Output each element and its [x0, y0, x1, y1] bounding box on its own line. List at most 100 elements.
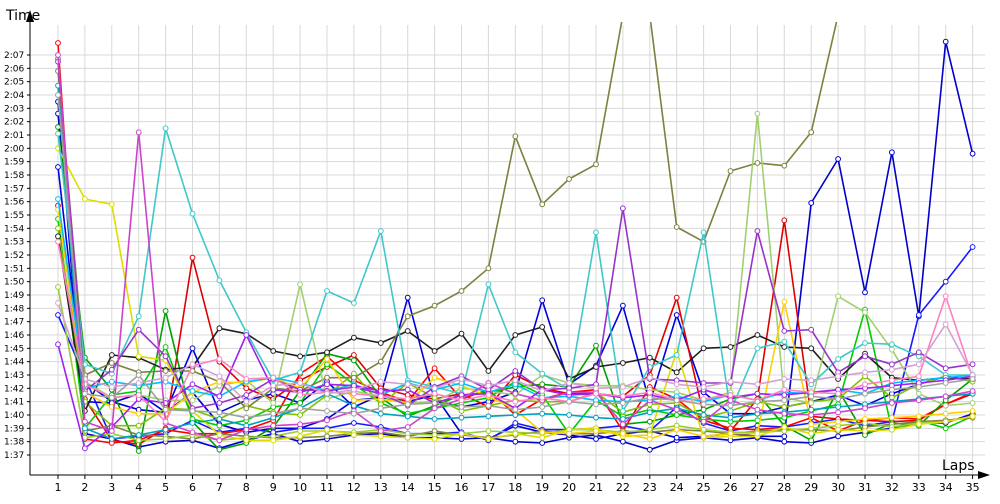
data-point [216, 325, 223, 332]
data-point [539, 404, 546, 410]
data-point [862, 381, 868, 388]
data-point [620, 438, 626, 445]
data-point [646, 446, 653, 453]
data-point [243, 385, 250, 392]
data-point [431, 436, 438, 442]
data-point [324, 433, 330, 440]
data-point [324, 426, 330, 433]
data-point [162, 368, 169, 374]
data-point [55, 92, 61, 98]
data-point [458, 430, 465, 437]
data-point [835, 396, 841, 402]
x-tick-label: 6 [189, 481, 196, 494]
data-point [458, 288, 465, 294]
data-point [135, 380, 142, 386]
data-point [377, 405, 384, 412]
data-point [270, 410, 277, 417]
data-point [700, 406, 707, 413]
data-point [377, 228, 384, 234]
data-point [297, 433, 304, 440]
data-point [727, 392, 734, 398]
data-point [673, 294, 680, 301]
data-point [889, 400, 895, 406]
data-point [377, 340, 384, 346]
x-tick-label: 29 [804, 481, 818, 494]
data-point [727, 344, 734, 350]
data-point [512, 368, 519, 374]
data-point [108, 378, 115, 385]
data-point [135, 410, 142, 417]
data-point [216, 437, 223, 444]
data-point [969, 413, 976, 420]
data-point [835, 293, 841, 300]
data-point [539, 440, 546, 446]
data-point [189, 361, 196, 368]
y-tick-label: 1:52 [4, 251, 24, 261]
y-tick-label: 1:50 [4, 278, 24, 288]
data-point [404, 328, 411, 334]
x-tick-label: 15 [428, 481, 442, 494]
data-point [431, 416, 438, 422]
x-tick-label: 31 [858, 481, 872, 494]
y-tick-label: 2:03 [4, 104, 24, 114]
data-point [324, 349, 330, 356]
data-point [862, 353, 868, 360]
y-tick-label: 1:53 [4, 238, 24, 248]
data-point [485, 281, 492, 288]
series-layer [55, 22, 976, 454]
data-point [135, 448, 142, 454]
y-tick-label: 1:56 [4, 198, 24, 208]
data-point [135, 326, 142, 333]
data-point [835, 356, 841, 362]
data-point [539, 370, 546, 377]
data-point [55, 124, 61, 130]
data-point [915, 384, 922, 390]
data-point [727, 402, 734, 409]
x-tick-label: 12 [347, 481, 361, 494]
data-point [942, 410, 949, 417]
data-point [458, 376, 465, 382]
data-point [915, 397, 922, 404]
data-point [512, 412, 519, 418]
data-point [270, 437, 277, 444]
data-point [969, 150, 976, 157]
data-point [646, 436, 653, 442]
data-point [162, 344, 169, 350]
data-point [646, 394, 653, 401]
data-point [889, 426, 895, 433]
data-point [189, 408, 196, 414]
data-point [620, 360, 626, 366]
data-point [297, 392, 304, 398]
data-point [754, 381, 761, 388]
y-tick-label: 1:40 [4, 411, 24, 421]
data-point [270, 374, 277, 381]
data-point [673, 369, 680, 376]
data-point [431, 390, 438, 397]
data-point [539, 434, 546, 441]
data-point [485, 265, 492, 272]
data-point [700, 345, 707, 352]
data-point [55, 233, 61, 240]
data-point [324, 288, 330, 294]
data-point [727, 168, 734, 174]
data-point [754, 398, 761, 405]
data-point [808, 412, 815, 418]
y-tick-label: 1:55 [4, 211, 24, 221]
data-point [808, 437, 815, 444]
data-point [189, 388, 196, 394]
data-point [270, 382, 277, 389]
x-tick-label: 21 [589, 481, 603, 494]
x-tick-label: 11 [320, 481, 334, 494]
data-point [566, 389, 572, 396]
data-point [351, 386, 357, 393]
data-point [781, 410, 788, 417]
data-point [646, 418, 653, 425]
data-point [216, 409, 223, 416]
data-point [55, 341, 61, 348]
data-point [108, 352, 115, 358]
data-point [243, 332, 250, 338]
data-point [243, 426, 250, 433]
data-point [835, 373, 841, 380]
data-point [593, 390, 599, 397]
data-point [727, 397, 734, 404]
